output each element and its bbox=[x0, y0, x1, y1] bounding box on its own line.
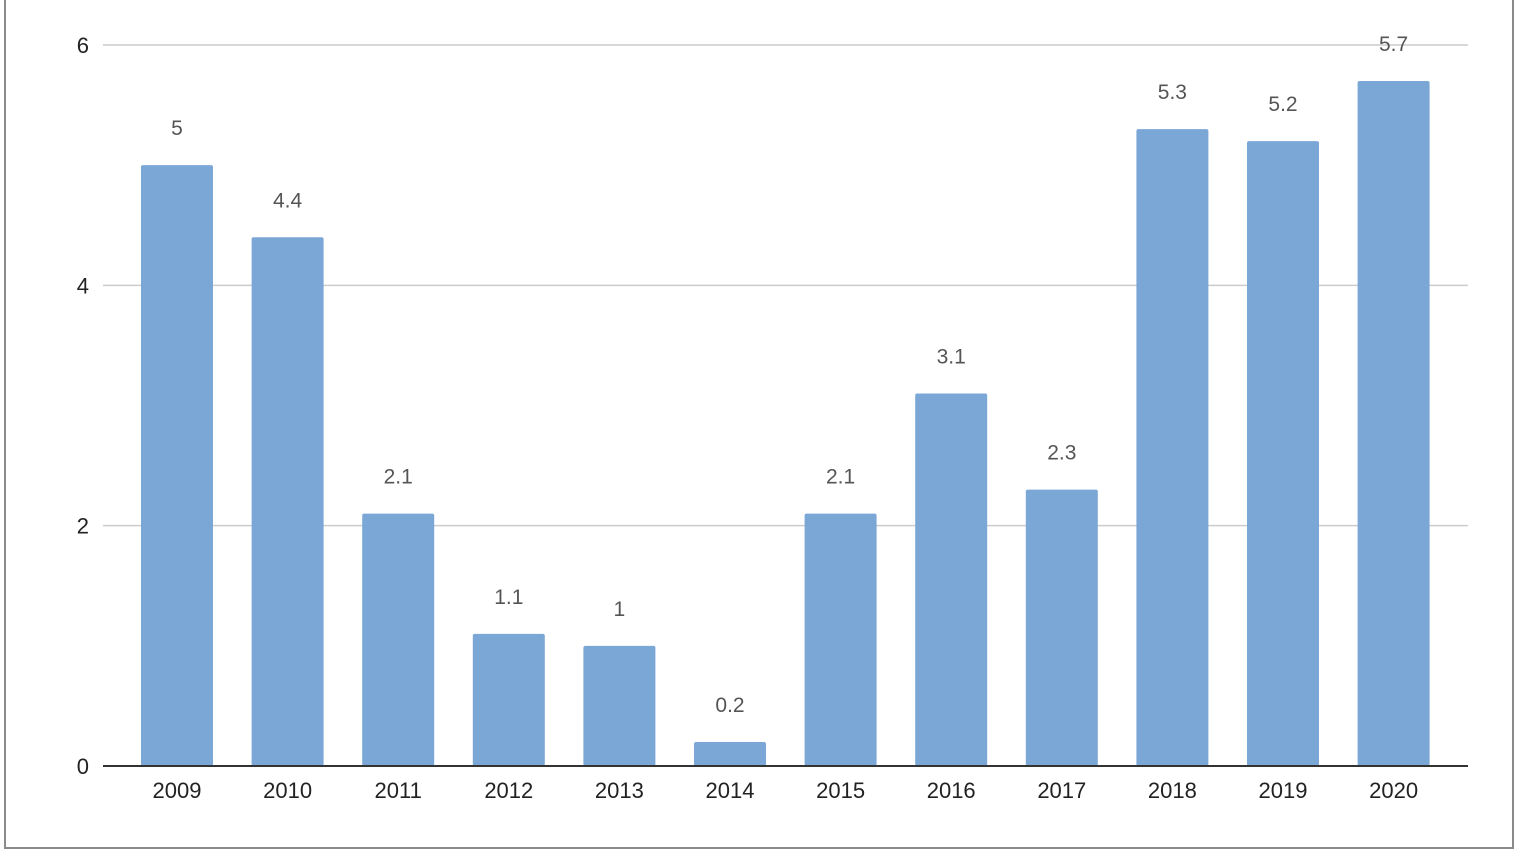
data-labels: 5 4.4 2.1 1.1 1 0.2 2.1 3.1 2.3 5.3 5.2 5.7 bbox=[171, 33, 1408, 717]
bar-2018 bbox=[1136, 129, 1209, 766]
bar-2020 bbox=[1357, 81, 1430, 767]
data-label-2013: 1 bbox=[614, 598, 626, 621]
axes: 0 2 4 6 2009 2010 2011 2012 2013 2014 2015 2016 2017… bbox=[77, 33, 1468, 803]
bar-2010 bbox=[251, 237, 324, 766]
data-label-2017: 2.3 bbox=[1047, 442, 1076, 465]
bar-2011 bbox=[362, 513, 435, 766]
data-label-2015: 2.1 bbox=[826, 466, 855, 489]
data-label-2019: 5.2 bbox=[1268, 93, 1297, 116]
bar-2019 bbox=[1247, 141, 1319, 767]
data-label-2018: 5.3 bbox=[1158, 81, 1187, 104]
x-tick-label-2013: 2013 bbox=[595, 778, 644, 803]
x-tick-label-2017: 2017 bbox=[1037, 778, 1086, 803]
x-tick-label-2012: 2012 bbox=[484, 778, 533, 803]
bar-2015 bbox=[804, 513, 877, 766]
y-tick-label: 0 bbox=[77, 754, 89, 779]
gridlines bbox=[103, 44, 1468, 527]
bar-2009 bbox=[141, 165, 213, 766]
y-tick-label: 4 bbox=[77, 273, 89, 298]
data-label-2012: 1.1 bbox=[494, 586, 523, 609]
x-tick-label-2018: 2018 bbox=[1148, 778, 1197, 803]
data-label-2011: 2.1 bbox=[384, 466, 413, 489]
data-label-2009: 5 bbox=[171, 117, 183, 140]
x-tick-label-2016: 2016 bbox=[927, 778, 976, 803]
data-label-2020: 5.7 bbox=[1379, 33, 1408, 56]
bar-2012 bbox=[472, 633, 545, 766]
x-tick-label-2015: 2015 bbox=[816, 778, 865, 803]
bar-2014 bbox=[694, 741, 766, 766]
x-tick-label-2019: 2019 bbox=[1259, 778, 1308, 803]
x-tick-label-2020: 2020 bbox=[1369, 778, 1418, 803]
x-tick-label-2010: 2010 bbox=[263, 778, 312, 803]
y-tick-label: 2 bbox=[77, 514, 89, 539]
x-tick-label-2011: 2011 bbox=[375, 778, 422, 803]
data-label-2014: 0.2 bbox=[715, 694, 744, 717]
bar-2013 bbox=[583, 645, 656, 766]
bar-2017 bbox=[1025, 489, 1098, 766]
data-label-2016: 3.1 bbox=[937, 345, 966, 368]
chart-border bbox=[4, 0, 1514, 849]
x-tick-label-2014: 2014 bbox=[706, 778, 755, 803]
bars bbox=[141, 81, 1430, 767]
y-tick-label: 6 bbox=[77, 33, 89, 58]
x-tick-label-2009: 2009 bbox=[153, 778, 202, 803]
data-label-2010: 4.4 bbox=[273, 189, 303, 212]
bar-2016 bbox=[915, 393, 988, 766]
